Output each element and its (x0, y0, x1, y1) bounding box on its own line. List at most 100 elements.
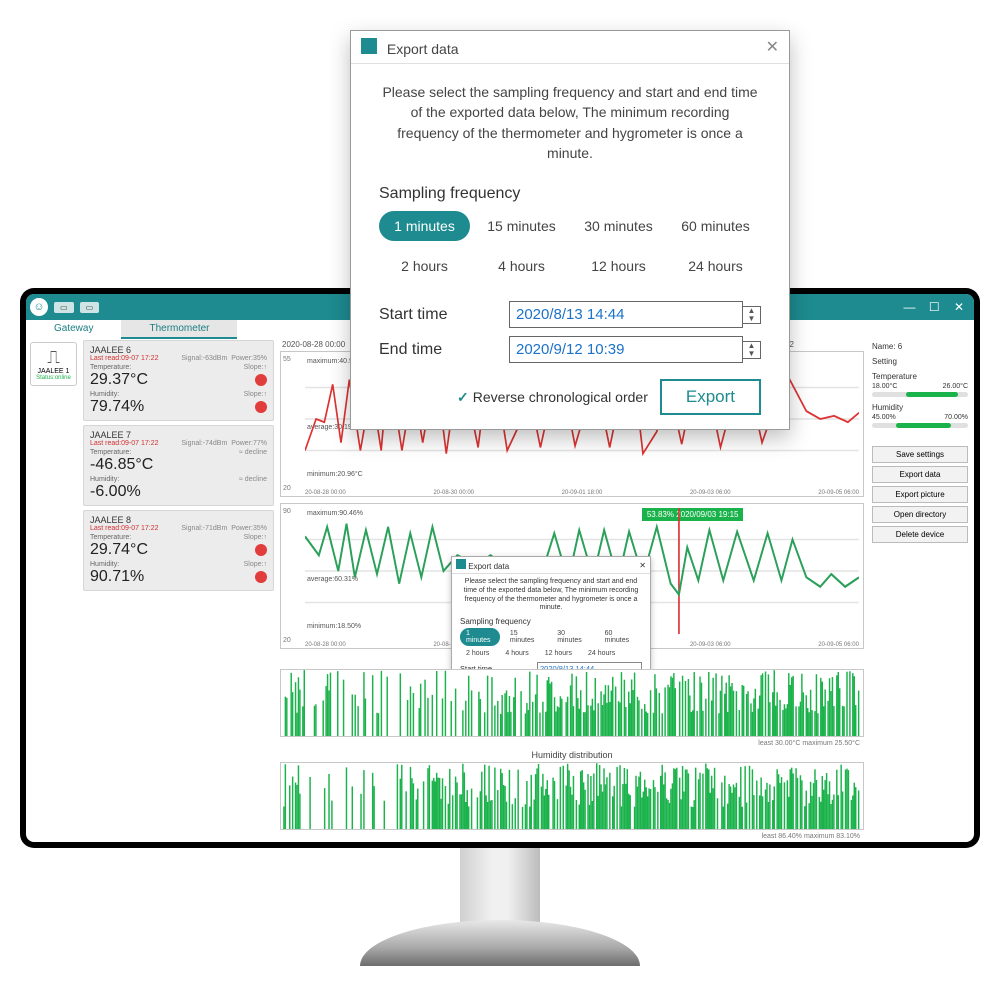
device-name: JAALEE 7 (90, 430, 267, 440)
x-tick: 20-09-03 06:00 (690, 642, 731, 648)
temp-setting-label: Temperature (872, 372, 968, 381)
device-card[interactable]: JAALEE 6 Last read:09-07 17:22 Signal:-6… (83, 340, 274, 421)
x-tick: 20-09-03 06:00 (690, 490, 731, 496)
panel-button[interactable]: Save settings (872, 446, 968, 463)
device-hum-label: Humidity: ≈ decline (90, 476, 267, 483)
x-tick: 20-09-01 18:00 (562, 490, 603, 496)
freq-option-small[interactable]: 60 minutes (599, 628, 642, 646)
temp-max: 26.00°C (943, 383, 968, 390)
freq-option-small[interactable]: 12 hours (539, 648, 578, 659)
x-tick: 20-08-28 00:00 (305, 642, 346, 648)
alert-dot-icon (255, 374, 267, 386)
device-temp: -46.85°C (90, 456, 153, 474)
device-signal: Signal:-63dBm Power:35% (181, 355, 267, 362)
freq-option[interactable]: 12 hours (573, 251, 664, 281)
temp-axis-min: 20 (283, 485, 303, 492)
freq-option-small[interactable]: 4 hours (499, 648, 534, 659)
device-hum: -6.00% (90, 483, 141, 501)
user-avatar-icon[interactable]: ☺ (30, 298, 48, 316)
device-temp-label: Temperature: Slope:↑ (90, 364, 267, 371)
device-signal: Signal:-71dBm Power:35% (181, 525, 267, 532)
freq-option[interactable]: 4 hours (476, 251, 567, 281)
device-hum: 90.71% (90, 568, 144, 586)
device-hum: 79.74% (90, 398, 144, 416)
device-card[interactable]: JAALEE 8 Last read:09-07 17:22 Signal:-7… (83, 510, 274, 591)
settings-panel: Name: 6 Setting Temperature 18.00°C 26.0… (866, 338, 974, 842)
freq-option[interactable]: 24 hours (670, 251, 761, 281)
hum-range-slider[interactable] (872, 423, 968, 428)
device-list: JAALEE 6 Last read:09-07 17:22 Signal:-6… (81, 338, 276, 842)
temp-range-slider[interactable] (872, 392, 968, 397)
temp-dist-caption: least 30.00°C maximum 25.50°C (280, 739, 864, 748)
device-temp-label: Temperature: Slope:↑ (90, 534, 267, 541)
start-input-large[interactable] (509, 301, 743, 328)
dialog-title-small: Export data (468, 562, 509, 571)
dialog-close-small[interactable]: ✕ (639, 561, 646, 570)
freq-option[interactable]: 2 hours (379, 251, 470, 281)
freq-heading-small: Sampling frequency (460, 617, 642, 626)
range-start: 2020-08-28 00:00 (282, 340, 345, 349)
hum-max: 70.00% (944, 414, 968, 421)
gateway-sidebar: ⎍ JAALEE 1 Status:online (26, 338, 81, 842)
device-card[interactable]: JAALEE 7 Last read:09-07 17:22 Signal:-7… (83, 425, 274, 506)
freq-option[interactable]: 60 minutes (670, 211, 761, 241)
name-label: Name: (872, 342, 896, 351)
device-temp: 29.74°C (90, 541, 148, 559)
end-label-large: End time (379, 341, 509, 359)
titlebar-toggle-2[interactable]: ▭ (80, 302, 100, 313)
freq-heading-large: Sampling frequency (379, 185, 761, 203)
end-spinner[interactable]: ▲▼ (743, 341, 761, 359)
reverse-check-large[interactable]: ✓Reverse chronological order (457, 389, 648, 406)
device-last-read: Last read:09-07 17:22 (90, 525, 159, 532)
window-close-icon[interactable]: ✕ (948, 300, 970, 314)
freq-option[interactable]: 30 minutes (573, 211, 664, 241)
panel-button[interactable]: Export picture (872, 486, 968, 503)
humidity-chart[interactable]: 90 20 maximum:90.46% average:60.31% mini… (280, 503, 864, 649)
panel-button[interactable]: Open directory (872, 506, 968, 523)
humidity-distribution[interactable] (280, 762, 864, 830)
temp-axis-max: 55 (283, 356, 303, 363)
gateway-card[interactable]: ⎍ JAALEE 1 Status:online (30, 342, 77, 386)
dialog-app-icon (456, 559, 466, 569)
export-button-large[interactable]: Export (660, 379, 761, 415)
tab-gateway[interactable]: Gateway (26, 320, 121, 339)
end-input-large[interactable] (509, 336, 743, 363)
dialog-app-icon-large (361, 38, 377, 54)
setting-heading: Setting (872, 357, 968, 366)
x-tick: 20-08-30 00:00 (433, 490, 474, 496)
hum-dist-caption: least 86.40% maximum 83.10% (280, 832, 864, 841)
freq-option[interactable]: 1 minutes (379, 211, 470, 241)
freq-option[interactable]: 15 minutes (476, 211, 567, 241)
freq-option-small[interactable]: 2 hours (460, 648, 495, 659)
panel-button[interactable]: Delete device (872, 526, 968, 543)
router-icon: ⎍ (33, 347, 74, 368)
hum-setting-label: Humidity (872, 403, 968, 412)
titlebar-toggle-1[interactable]: ▭ (54, 302, 74, 313)
freq-option-small[interactable]: 30 minutes (551, 628, 594, 646)
window-max-icon[interactable]: ☐ (923, 300, 945, 314)
dialog-title-large: Export data (387, 41, 459, 57)
export-dialog-large: Export data ✕ Please select the sampling… (350, 30, 790, 430)
freq-option-small[interactable]: 15 minutes (504, 628, 547, 646)
alert-dot-icon (255, 571, 267, 583)
hum-dist-title: Humidity distribution (280, 748, 864, 762)
dialog-close-large[interactable]: ✕ (766, 37, 779, 57)
x-tick: 20-09-05 06:00 (818, 490, 859, 496)
temperature-distribution[interactable] (280, 669, 864, 737)
window-min-icon[interactable]: — (898, 300, 920, 314)
freq-option-small[interactable]: 1 minutes (460, 628, 500, 646)
device-name: JAALEE 6 (90, 345, 267, 355)
x-tick: 20-08-28 00:00 (305, 490, 346, 496)
device-temp: 29.37°C (90, 371, 148, 389)
panel-button[interactable]: Export data (872, 466, 968, 483)
alert-dot-icon (255, 401, 267, 413)
freq-option-small[interactable]: 24 hours (582, 648, 621, 659)
monitor-stand-base (360, 920, 640, 966)
device-hum-label: Humidity: Slope:↑ (90, 561, 267, 568)
start-spinner[interactable]: ▲▼ (743, 306, 761, 324)
device-last-read: Last read:09-07 17:22 (90, 440, 159, 447)
hum-axis-min: 20 (283, 637, 303, 644)
tab-thermometer[interactable]: Thermometer (121, 320, 237, 339)
name-value: 6 (898, 342, 902, 351)
alert-dot-icon (255, 544, 267, 556)
